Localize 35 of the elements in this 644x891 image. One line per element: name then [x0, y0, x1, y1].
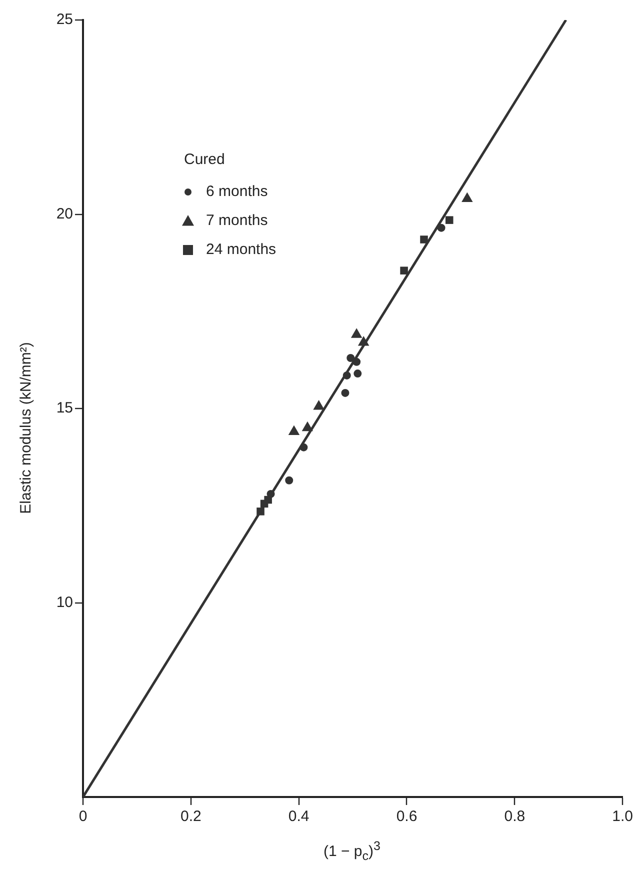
- x-tick-label: 0.2: [180, 808, 202, 826]
- point: [266, 490, 275, 498]
- point: [256, 508, 264, 516]
- point: [300, 443, 308, 452]
- point: [346, 354, 355, 362]
- legend-label: 7 months: [206, 212, 268, 230]
- x-tick-label: 1.0: [612, 808, 634, 826]
- point: [445, 216, 454, 224]
- point: [342, 371, 351, 380]
- x-tick-label: 0: [78, 808, 88, 826]
- point: [341, 388, 350, 397]
- point: [350, 328, 362, 338]
- legend-label: 6 months: [206, 183, 268, 200]
- y-axis-title: Elastic modulus (kN/mm²): [18, 342, 34, 514]
- point: [462, 192, 473, 202]
- point: [420, 236, 428, 244]
- point: [358, 336, 370, 346]
- point: [288, 425, 300, 436]
- legend-label: 24 months: [206, 241, 276, 258]
- x-tick-label: 0.4: [288, 808, 310, 826]
- point: [354, 370, 362, 378]
- point: [400, 266, 408, 274]
- y-tick-label: 10: [56, 594, 73, 611]
- point: [437, 224, 446, 232]
- x-tick-label: 0.6: [396, 808, 418, 826]
- y-tick-label: 15: [56, 400, 73, 417]
- y-tick-label: 20: [56, 205, 73, 222]
- x-axis-title: (1 − p$_{c}$)$^{3}$: [322, 839, 382, 863]
- x-tick-label: 0.8: [504, 808, 526, 826]
- point: [352, 358, 361, 366]
- point: [313, 400, 324, 410]
- legend-title: Cured: [184, 151, 225, 168]
- point: [285, 476, 294, 484]
- y-tick-label: 25: [56, 11, 73, 28]
- point: [302, 421, 314, 432]
